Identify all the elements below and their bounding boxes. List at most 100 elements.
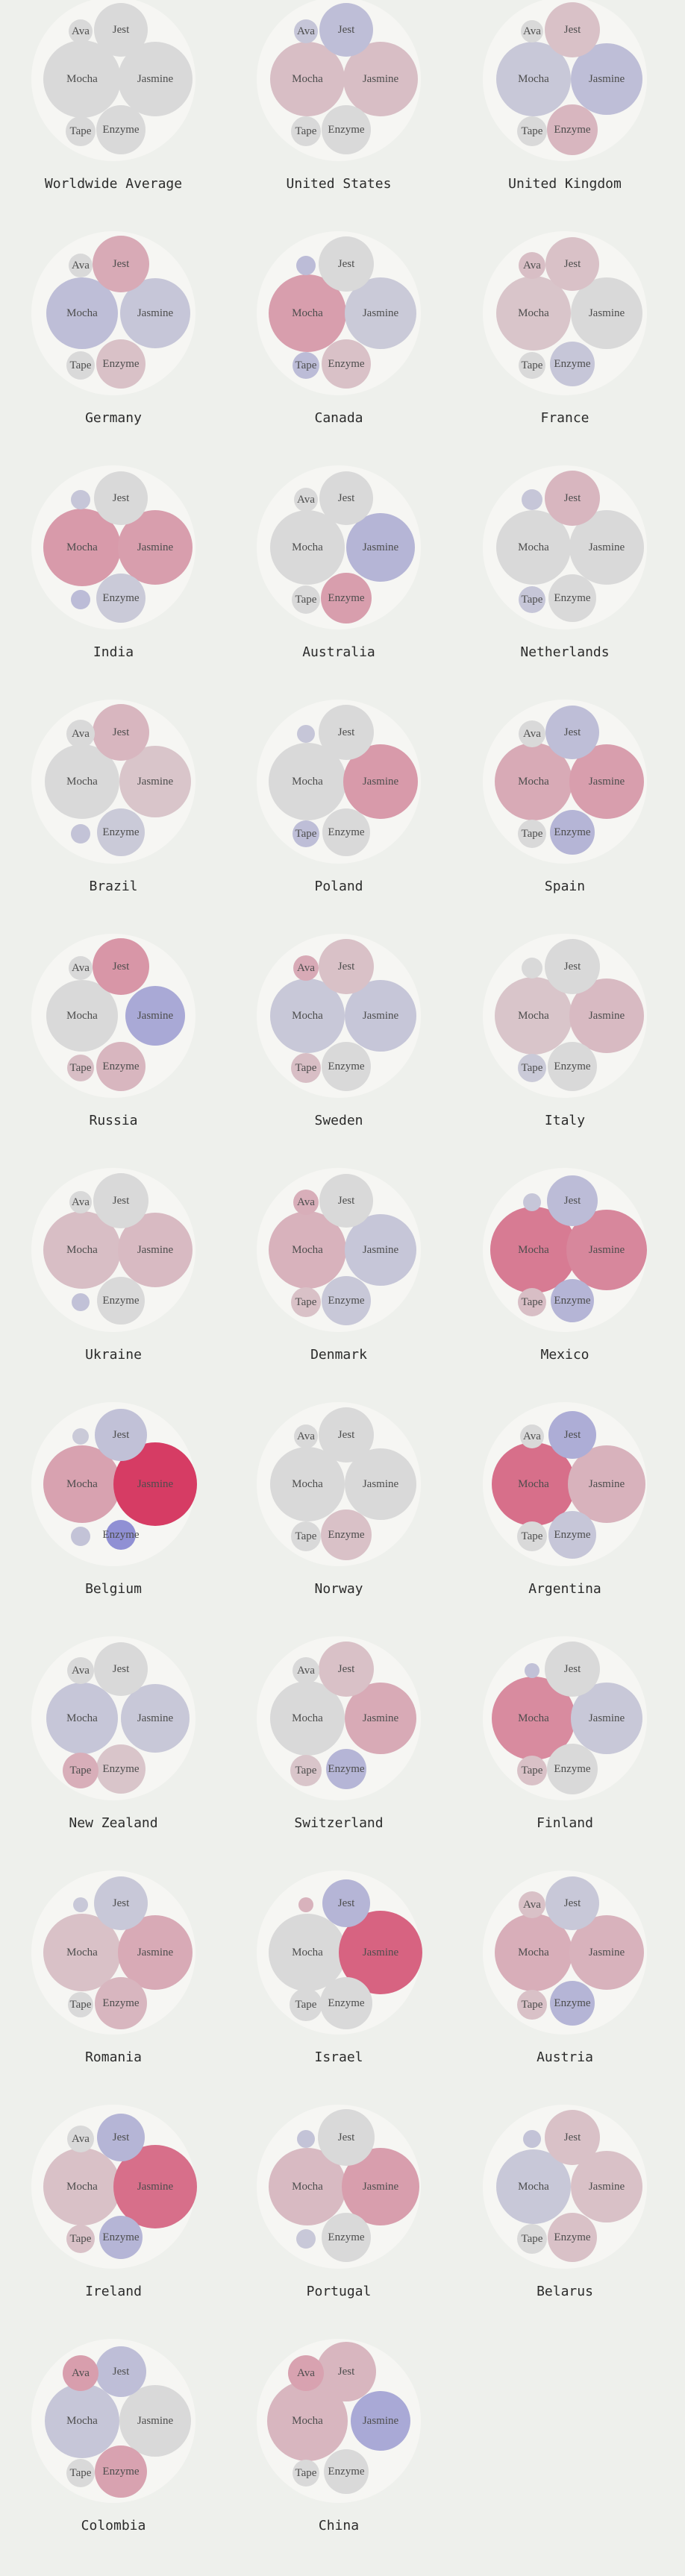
bubble-label-jasmine: Jasmine xyxy=(137,1478,174,1490)
bubble-mocha xyxy=(269,743,346,820)
bubble-label-jest: Jest xyxy=(113,492,130,504)
bubble-label-ava: Ava xyxy=(72,25,90,37)
bubble-label-jasmine: Jasmine xyxy=(589,776,625,788)
bubble-label-jasmine: Jasmine xyxy=(363,1244,399,1256)
bubble-ava xyxy=(66,720,95,748)
bubble-label-enzyme: Enzyme xyxy=(328,1763,364,1775)
bubble-label-tape: Tape xyxy=(70,125,92,137)
bubble-jasmine xyxy=(118,42,193,116)
bubble-label-jest: Jest xyxy=(564,1195,581,1207)
bubble-label-enzyme: Enzyme xyxy=(328,592,364,604)
bubble-enzyme xyxy=(550,1981,595,2026)
bubble-ava xyxy=(294,1424,318,1448)
bubble-ava xyxy=(522,958,542,978)
bubble-label-jest: Jest xyxy=(338,2366,355,2378)
bubble-label-enzyme: Enzyme xyxy=(554,592,590,604)
bubble-label-tape: Tape xyxy=(522,2233,543,2245)
bubble-jasmine xyxy=(113,2145,197,2228)
country-name: Sweden xyxy=(314,1113,363,1128)
bubble-jasmine xyxy=(571,43,642,115)
bubble-label-enzyme: Enzyme xyxy=(554,1997,590,2009)
bubble-label-tape: Tape xyxy=(295,594,317,606)
bubble-mocha xyxy=(270,978,345,1053)
bubble-label-ava: Ava xyxy=(72,1665,90,1677)
bubble-label-jest: Jest xyxy=(564,258,581,270)
bubble-label-ava: Ava xyxy=(72,728,90,740)
bubble-jasmine xyxy=(569,1915,644,1990)
bubble-ava xyxy=(294,19,318,43)
bubble-ava xyxy=(523,2130,541,2148)
bubble-tape xyxy=(518,820,546,848)
bubble-label-enzyme: Enzyme xyxy=(102,826,139,838)
country-chart: Mocha Jasmine Jest Enzyme Tape Ava New Zealand xyxy=(31,1636,196,1831)
bubble-label-enzyme: Enzyme xyxy=(102,592,139,604)
bubble-label-jasmine: Jasmine xyxy=(137,1947,174,1958)
bubble-enzyme xyxy=(96,1744,146,1794)
bubble-jest xyxy=(545,939,600,994)
bubble-mocha xyxy=(269,2148,346,2225)
bubble-label-jest: Jest xyxy=(338,1663,355,1675)
country-chart: Mocha Jasmine Jest Enzyme Tape Ava Russia xyxy=(31,934,196,1128)
bubble-label-mocha: Mocha xyxy=(518,1712,549,1724)
country-chart: Mocha Jasmine Jest Enzyme Tape Ava United King… xyxy=(483,0,647,192)
bubble-label-tape: Tape xyxy=(295,1062,317,1074)
bubble-label-jasmine: Jasmine xyxy=(589,1010,625,1022)
bubble-label-enzyme: Enzyme xyxy=(328,1061,364,1072)
bubble-ava xyxy=(520,1424,544,1448)
bubble-label-jasmine: Jasmine xyxy=(589,307,625,319)
bubble-jasmine xyxy=(339,1911,422,1994)
bubble-label-jest: Jest xyxy=(113,1195,130,1207)
bubble-label-ava: Ava xyxy=(72,260,90,271)
bubble-label-jest: Jest xyxy=(564,492,581,504)
bubble-jest xyxy=(316,2342,376,2401)
bubble-ava xyxy=(525,1663,539,1678)
bubble-jasmine xyxy=(566,1210,647,1290)
country-chart: Mocha Jasmine Jest Enzyme Tape Ava Norway xyxy=(257,1402,421,1597)
country-name: Australia xyxy=(302,644,375,660)
bubble-enzyme xyxy=(321,573,372,623)
bubble-label-jasmine: Jasmine xyxy=(589,73,625,85)
bubble-mocha xyxy=(43,2148,121,2225)
bubble-tape xyxy=(291,1287,321,1317)
bubble-enzyme xyxy=(322,2213,371,2262)
bubble-jasmine xyxy=(125,986,185,1046)
bubble-label-enzyme: Enzyme xyxy=(554,2231,590,2243)
bubble-ava xyxy=(67,2126,94,2152)
bubble-label-jest: Jest xyxy=(338,726,355,738)
bubble-jest xyxy=(93,704,149,761)
country-chart: Mocha Jasmine Jest Enzyme Tape Ava Colombia xyxy=(31,2339,196,2533)
bubble-tape xyxy=(290,1988,322,2021)
bubble-jasmine xyxy=(345,1214,416,1286)
bubble-label-jasmine: Jasmine xyxy=(137,2181,174,2193)
bubble-enzyme xyxy=(548,1511,596,1559)
bubble-tape xyxy=(71,824,90,844)
bubble-label-jest: Jest xyxy=(113,24,130,36)
bubble-jest xyxy=(319,1642,374,1697)
bubble-tape xyxy=(71,590,90,609)
bubble-ava xyxy=(297,2130,315,2148)
bubble-mocha xyxy=(43,1211,121,1289)
bubble-mocha xyxy=(45,2384,119,2458)
bubble-label-mocha: Mocha xyxy=(518,307,549,319)
country-name: Mexico xyxy=(540,1347,589,1363)
bubble-mocha xyxy=(43,1445,121,1523)
bubble-label-tape: Tape xyxy=(70,1999,92,2011)
bubble-label-mocha: Mocha xyxy=(66,1712,98,1724)
bubble-ava xyxy=(519,252,545,279)
bubble-mocha xyxy=(270,42,345,116)
bubble-label-jasmine: Jasmine xyxy=(363,1712,399,1724)
country-chart: Mocha Jasmine Jest Enzyme Tape Finland xyxy=(483,1636,647,1831)
bubble-mocha xyxy=(267,2381,348,2461)
country-chart: Mocha Jasmine Jest Enzyme Tape Ava Ireland xyxy=(31,2105,197,2299)
bubble-label-mocha: Mocha xyxy=(66,1478,98,1490)
bubble-mocha xyxy=(46,1683,118,1754)
bubble-label-tape: Tape xyxy=(70,1765,92,1777)
bubble-label-tape: Tape xyxy=(522,1062,543,1074)
country-chart: Mocha Jasmine Jest Enzyme Tape Ava China xyxy=(257,2339,421,2533)
bubble-jest xyxy=(97,2114,145,2161)
country-name: Denmark xyxy=(310,1347,367,1363)
bubble-label-enzyme: Enzyme xyxy=(102,1061,139,1072)
bubble-label-jest: Jest xyxy=(564,1897,581,1909)
bubble-label-enzyme: Enzyme xyxy=(328,826,364,838)
